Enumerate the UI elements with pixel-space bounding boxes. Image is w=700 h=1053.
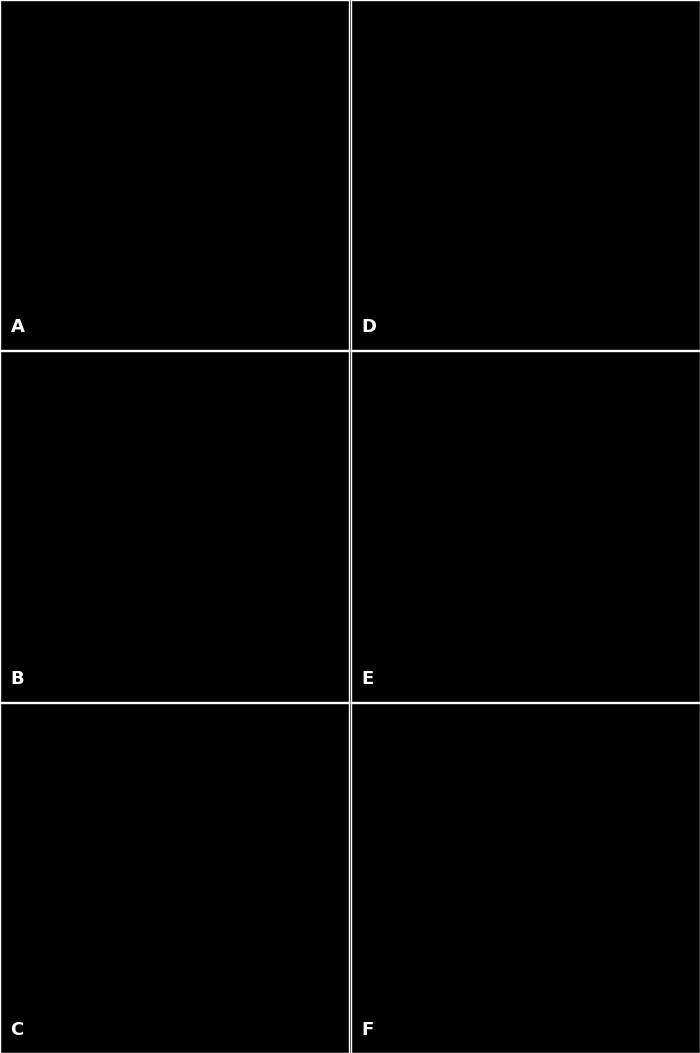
Text: D: D — [361, 318, 376, 336]
Text: C: C — [10, 1021, 24, 1039]
Text: B: B — [10, 670, 24, 688]
Text: E: E — [361, 670, 373, 688]
Text: A: A — [10, 318, 25, 336]
Text: F: F — [361, 1021, 373, 1039]
